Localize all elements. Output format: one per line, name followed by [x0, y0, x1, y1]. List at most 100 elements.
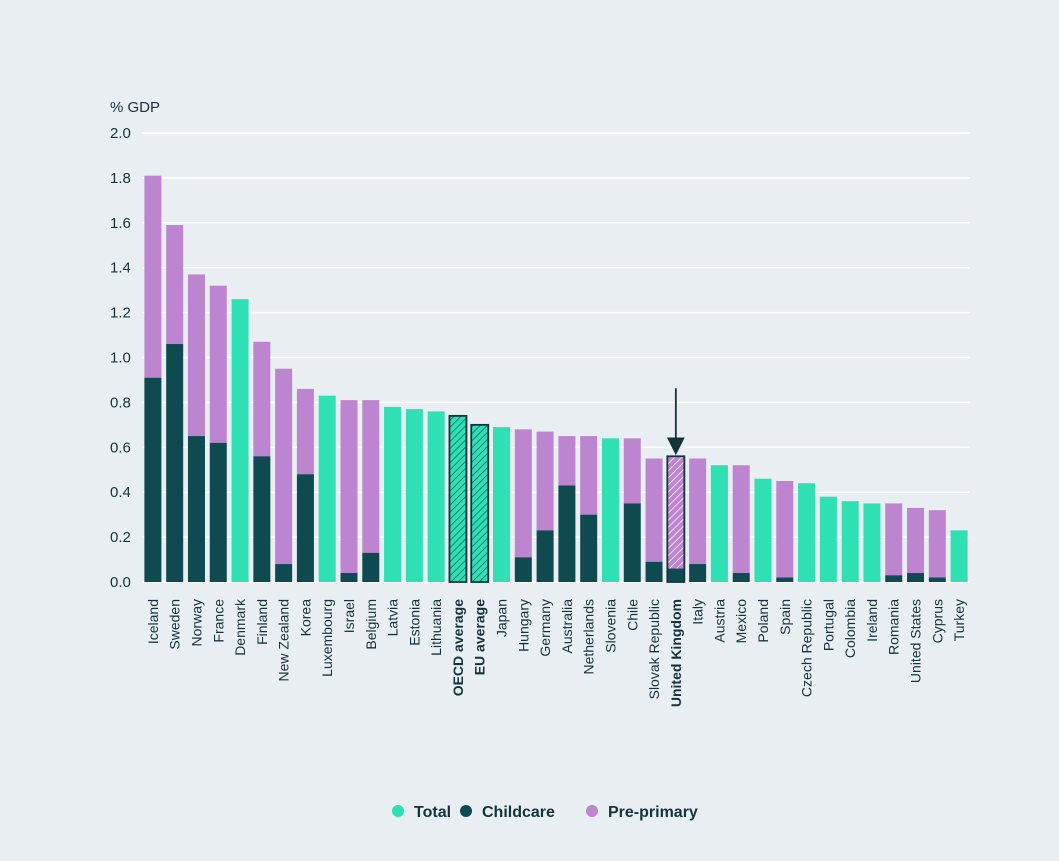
bar-total-segment	[798, 483, 816, 582]
bar-lithuania	[427, 411, 445, 582]
bar-childcare-segment	[885, 575, 903, 582]
bar-mexico	[732, 465, 750, 582]
bar-finland	[253, 341, 271, 582]
x-category-label: Belgium	[363, 599, 379, 650]
bar-luxembourg	[318, 395, 336, 582]
y-tick-label: 1.8	[110, 170, 131, 187]
x-category-label: Netherlands	[581, 599, 597, 675]
bar-total-segment	[819, 496, 837, 582]
bar-preprimary-segment	[928, 510, 946, 578]
bar-childcare-segment	[144, 377, 162, 582]
bar-hungary	[514, 429, 532, 582]
x-category-label: Latvia	[385, 599, 401, 637]
x-category-label: Lithuania	[428, 599, 444, 656]
bar-preprimary-segment	[689, 458, 707, 565]
bar-childcare-segment	[580, 514, 598, 582]
bar-childcare-segment	[340, 573, 358, 582]
bar-childcare-segment	[514, 557, 532, 582]
legend-label: Pre-primary	[608, 804, 698, 821]
bar-preprimary-segment	[253, 341, 271, 457]
x-category-label: United States	[908, 599, 924, 683]
y-axis: % GDP 0.0 0.2 0.4 0.6 0.8 1.0 1.2 1.4 1.6 1.8 2.0	[110, 99, 160, 591]
x-category-label: Sweden	[167, 599, 183, 650]
bar-slovenia	[601, 438, 619, 582]
bar-total-segment	[863, 503, 881, 582]
bar-total-segment	[754, 478, 772, 582]
x-category-label: Mexico	[733, 599, 749, 644]
bar-childcare-segment	[275, 564, 293, 582]
bar-united-states	[907, 507, 925, 582]
legend-swatch	[586, 805, 598, 817]
bar-eu-average	[470, 423, 490, 583]
bar-total-segment	[384, 406, 402, 582]
y-tick-label: 0.8	[110, 394, 131, 411]
bar-japan	[493, 427, 511, 582]
x-category-label: Austria	[711, 599, 727, 643]
bar-preprimary-segment	[580, 436, 598, 515]
bar-childcare-segment	[623, 503, 641, 582]
bar-united-kingdom	[666, 388, 686, 583]
x-category-label: Finland	[254, 599, 270, 645]
bar-childcare-segment	[362, 552, 380, 582]
x-category-label: Poland	[755, 599, 771, 643]
x-category-label: EU average	[472, 599, 488, 675]
x-category-label: Norway	[188, 599, 204, 646]
y-unit-label: % GDP	[110, 99, 160, 116]
y-tick-label: 0.0	[110, 574, 131, 591]
bar-childcare-segment	[187, 436, 205, 582]
bar-romania	[885, 503, 903, 582]
x-category-label: Germany	[537, 599, 553, 657]
bar-total-segment	[318, 395, 336, 582]
bar-preprimary-segment	[340, 400, 358, 574]
bar-ireland	[863, 503, 881, 582]
bar-denmark	[231, 299, 249, 582]
x-category-label: Japan	[494, 599, 510, 637]
bar-estonia	[405, 409, 423, 582]
legend-item-preprimary: Pre-primary	[586, 804, 698, 821]
y-tick-label: 0.6	[110, 439, 131, 456]
bar-preprimary-segment	[144, 175, 162, 378]
bar-belgium	[362, 400, 380, 582]
legend-item-childcare: Childcare	[460, 804, 555, 821]
bar-preprimary-segment	[514, 429, 532, 558]
bar-oecd-average	[448, 414, 468, 583]
bar-preprimary-segment	[885, 503, 903, 576]
bar-total-segment	[405, 409, 423, 582]
bar-czech-republic	[798, 483, 816, 582]
x-category-label: Slovenia	[602, 599, 618, 653]
legend: Total Childcare Pre-primary	[392, 804, 698, 821]
bar-preprimary-segment	[732, 465, 750, 574]
bar-italy	[689, 458, 707, 582]
bar-childcare-segment	[166, 344, 184, 582]
bar-childcare-segment	[209, 442, 227, 582]
bar-portugal	[819, 496, 837, 582]
x-category-label: Cyprus	[929, 599, 945, 643]
bar-chile	[623, 438, 641, 582]
bar-australia	[558, 436, 576, 582]
bar-preprimary-segment	[667, 456, 685, 569]
bar-preprimary-segment	[536, 431, 554, 531]
bar-austria	[710, 465, 728, 582]
bar-spain	[776, 480, 794, 582]
bar-childcare-segment	[732, 573, 750, 582]
y-tick-label: 1.2	[110, 305, 131, 322]
x-category-label: United Kingdom	[668, 599, 684, 707]
x-category-label: OECD average	[450, 599, 466, 696]
x-category-label: Colombia	[842, 599, 858, 658]
x-category-label: Turkey	[951, 599, 967, 641]
bars	[144, 175, 968, 583]
y-tick-label: 2.0	[110, 125, 131, 142]
bar-netherlands	[580, 436, 598, 582]
bar-total-segment	[231, 299, 249, 582]
x-category-label: Israel	[341, 599, 357, 633]
bar-france	[209, 285, 227, 582]
bar-childcare-segment	[667, 568, 685, 582]
x-category-label: New Zealand	[276, 599, 292, 682]
bar-germany	[536, 431, 554, 582]
bar-colombia	[841, 501, 859, 582]
bar-childcare-segment	[536, 530, 554, 582]
bar-total-segment	[601, 438, 619, 582]
bar-preprimary-segment	[166, 225, 184, 345]
bar-sweden	[166, 225, 184, 582]
